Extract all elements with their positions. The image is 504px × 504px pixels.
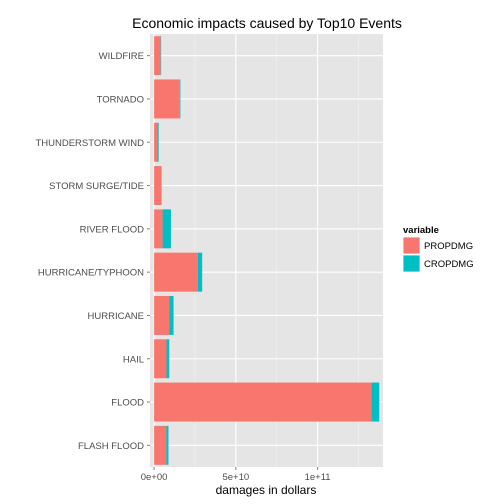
bar-cropdmg <box>197 252 203 292</box>
bar-cropdmg <box>166 339 170 379</box>
y-tick-label: FLASH FLOOD <box>78 441 144 452</box>
legend-key-cropdmg <box>402 254 421 273</box>
bar-cropdmg <box>179 79 181 119</box>
bar-propdmg <box>154 425 167 465</box>
y-tick-label: RIVER FLOOD <box>80 224 145 235</box>
legend-label-cropdmg: CROPDMG <box>424 259 474 270</box>
x-tick-label: 5e+10 <box>222 472 249 483</box>
y-tick-label: HAIL <box>123 354 144 365</box>
y-tick-labels: WILDFIRE TORNADO THUNDERSTORM WIND STORM SU… <box>35 51 150 452</box>
bar-propdmg <box>154 36 161 76</box>
legend-title: variable <box>403 225 439 236</box>
x-axis-label: damages in dollars <box>216 483 317 497</box>
y-tick-label: THUNDERSTORM WIND <box>35 138 144 149</box>
legend-label-propdmg: PROPDMG <box>424 241 473 252</box>
bar-cropdmg <box>166 425 169 465</box>
bar-propdmg <box>154 252 198 292</box>
bar-propdmg <box>154 122 158 162</box>
x-tick-labels: 0e+00 5e+10 1e+11 <box>141 467 331 483</box>
bar-propdmg <box>154 166 162 206</box>
x-tick-label: 1e+11 <box>305 472 331 483</box>
bar-propdmg <box>154 209 163 249</box>
legend-key-propdmg <box>402 236 421 255</box>
y-tick-label: TORNADO <box>97 94 144 105</box>
y-tick-label: STORM SURGE/TIDE <box>49 181 144 192</box>
bar-propdmg <box>154 339 167 379</box>
x-tick-label: 0e+00 <box>141 472 168 483</box>
bar-propdmg <box>154 382 372 422</box>
y-tick-label: FLOOD <box>111 398 144 409</box>
y-tick-label: WILDFIRE <box>99 51 144 62</box>
bars <box>154 36 380 465</box>
legend: variable PROPDMG CROPDMG <box>402 225 474 273</box>
y-tick-label: HURRICANE/TYPHOON <box>38 268 144 279</box>
y-tick-label: HURRICANE <box>88 311 144 322</box>
chart-title: Economic impacts caused by Top10 Events <box>132 15 402 31</box>
bar-cropdmg <box>169 295 174 335</box>
bar-propdmg <box>154 79 180 119</box>
bar-cropdmg <box>371 382 380 422</box>
bar-cropdmg <box>162 209 171 249</box>
bar-cropdmg <box>157 122 159 162</box>
bar-propdmg <box>154 295 170 335</box>
